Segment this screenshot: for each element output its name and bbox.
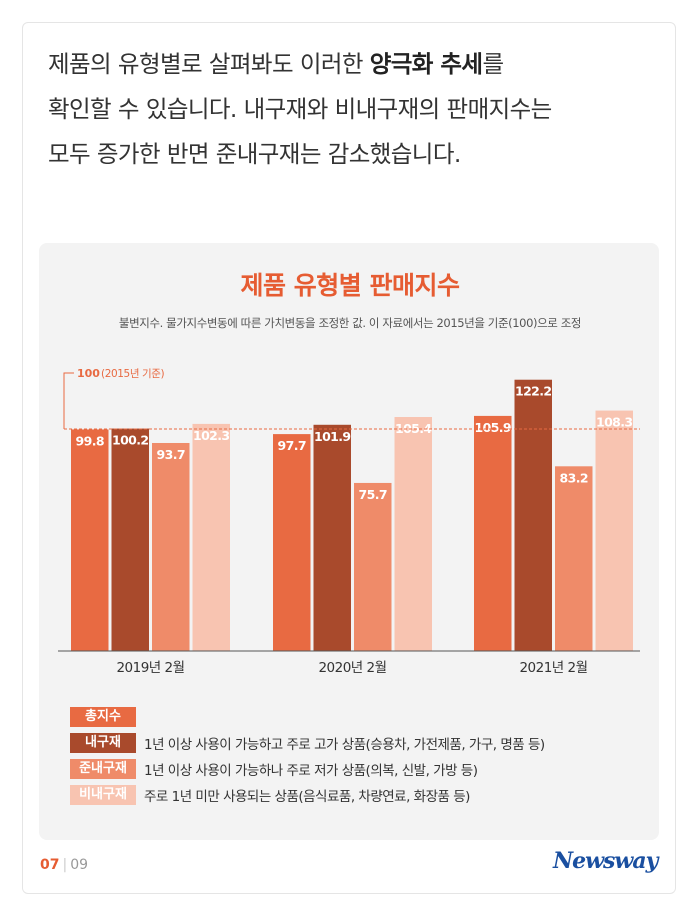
bar-value-label: 105.9 (474, 420, 511, 435)
chart-subtitle: 불변지수. 물가지수변동에 따른 가치변동을 조정한 값. 이 자료에서는 20… (118, 316, 582, 330)
bar (555, 466, 593, 651)
bar (514, 379, 552, 651)
bar (313, 424, 351, 651)
legend-badge: 준내구재 (70, 758, 136, 779)
bar-value-label: 105.4 (395, 421, 432, 436)
bar-value-label: 122.2 (515, 384, 552, 399)
bar-value-label: 102.3 (193, 428, 230, 443)
reference-note: (2015년 기준) (101, 368, 165, 380)
reference-bracket (63, 372, 74, 429)
legend-item: 비내구재 주로 1년 미만 사용되는 상품(음식료품, 차량연료, 화장품 등) (70, 784, 470, 805)
bar-value-label: 100.2 (112, 433, 149, 448)
intro-line-3: 모두 증가한 반면 준내구재는 감소했습니다. (48, 140, 461, 168)
bar (394, 417, 432, 651)
page-current: 07 (40, 857, 60, 873)
legend-item: 준내구재 1년 이상 사용이 가능하나 주로 저가 상품(의복, 신발, 가방 등… (70, 758, 478, 779)
page-total: 09 (70, 857, 89, 873)
reference-label: 100 (77, 367, 100, 380)
bar (354, 482, 392, 651)
bar-value-label: 99.8 (76, 433, 104, 448)
page-separator: | (62, 857, 68, 873)
x-tick-label: 2019년 2월 (116, 660, 184, 676)
legend-item: 내구재 1년 이상 사용이 가능하고 주로 고가 상품(승용차, 가전제품, 가구… (70, 732, 545, 753)
intro-text: 제품의 유형별로 살펴봐도 이러한 양극화 추세를 확인할 수 있습니다. 내구… (48, 42, 658, 177)
intro-line-2: 확인할 수 있습니다. 내구재와 비내구재의 판매지수는 (48, 95, 552, 123)
legend-item: 총지수 (70, 706, 136, 727)
intro-line-1-pre: 제품의 유형별로 살펴봐도 이러한 (48, 50, 370, 78)
bar-value-label: 97.7 (278, 438, 306, 453)
legend-badge: 비내구재 (70, 784, 136, 805)
chart-title: 제품 유형별 판매지수 (240, 271, 460, 300)
x-tick-label: 2020년 2월 (318, 660, 386, 676)
bar (71, 429, 109, 651)
legend-description: 주로 1년 미만 사용되는 상품(음식료품, 차량연료, 화장품 등) (144, 788, 470, 805)
x-tick-label: 2021년 2월 (519, 660, 587, 676)
intro-line-1: 제품의 유형별로 살펴봐도 이러한 양극화 추세를 (48, 42, 658, 87)
bar (595, 410, 633, 651)
legend-badge: 총지수 (70, 706, 136, 727)
bar (192, 423, 230, 651)
newsway-logo: Newsway (553, 848, 658, 874)
bar (152, 442, 190, 651)
bar-value-label: 101.9 (314, 429, 351, 444)
page-indicator: 07 | 09 (40, 857, 88, 873)
legend-description: 1년 이상 사용이 가능하고 주로 고가 상품(승용차, 가전제품, 가구, 명… (144, 736, 545, 753)
intro-emphasis: 양극화 추세 (369, 50, 483, 78)
bar-value-label: 108.3 (596, 415, 633, 430)
bar-value-label: 75.7 (359, 487, 387, 502)
bar (273, 434, 311, 651)
legend-description: 1년 이상 사용이 가능하나 주로 저가 상품(의복, 신발, 가방 등) (144, 762, 478, 779)
bar (111, 428, 149, 651)
bar-value-label: 93.7 (157, 447, 185, 462)
bar (474, 415, 512, 651)
legend-badge: 내구재 (70, 732, 136, 753)
bar-value-label: 83.2 (560, 470, 588, 485)
intro-line-1-post: 를 (482, 50, 504, 78)
